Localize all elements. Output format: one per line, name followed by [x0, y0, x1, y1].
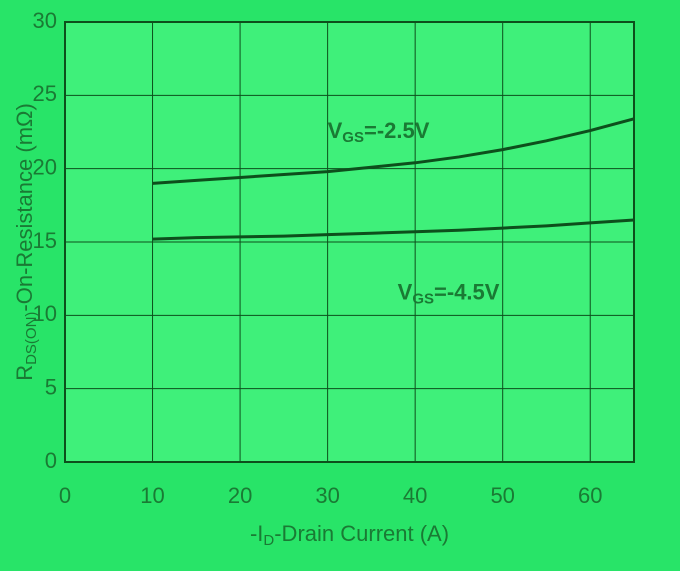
y-tick-label: 5 — [45, 374, 57, 399]
annotation-rest: =-2.5V — [364, 118, 430, 143]
y-axis-label-main: R — [12, 365, 37, 381]
series-line — [152, 117, 635, 185]
y-axis-label: RDS(ON)-On-Resistance (mΩ) — [12, 103, 40, 381]
annotation-sub: GS — [342, 129, 364, 146]
x-axis-label-sub: D — [263, 532, 274, 549]
y-tick-label: 10 — [33, 301, 57, 326]
x-tick-label: 10 — [140, 483, 164, 508]
y-tick-label: 30 — [33, 8, 57, 33]
annotation: VGS=-4.5V — [398, 279, 500, 307]
annotation-rest: =-4.5V — [434, 279, 500, 304]
x-tick-label: 30 — [315, 483, 339, 508]
y-axis-label-sub: DS(ON) — [23, 312, 40, 365]
y-tick-label: 15 — [33, 228, 57, 253]
x-tick-label: 60 — [578, 483, 602, 508]
y-axis-label-rest: -On-Resistance (mΩ) — [12, 103, 37, 311]
annotation-main: V — [328, 118, 343, 143]
x-tick-label: 40 — [403, 483, 427, 508]
annotation-sub: GS — [412, 290, 434, 307]
y-tick-label: 0 — [45, 448, 57, 473]
x-axis-label: -ID-Drain Current (A) — [250, 521, 449, 549]
series-line — [152, 218, 635, 241]
x-tick-label: 50 — [490, 483, 514, 508]
x-axis-label-rest: -Drain Current (A) — [274, 521, 449, 546]
annotation: VGS=-2.5V — [328, 118, 430, 146]
y-tick-label: 20 — [33, 154, 57, 179]
x-tick-label: 20 — [228, 483, 252, 508]
y-tick-label: 25 — [33, 81, 57, 106]
annotation-main: V — [398, 279, 413, 304]
x-axis-label-main: -I — [250, 521, 263, 546]
x-tick-label: 0 — [59, 483, 71, 508]
